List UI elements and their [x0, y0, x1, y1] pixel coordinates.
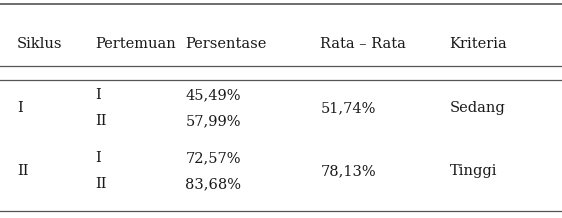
- Text: Sedang: Sedang: [450, 101, 505, 115]
- Text: I: I: [17, 101, 22, 115]
- Text: I: I: [96, 88, 101, 102]
- Text: Rata – Rata: Rata – Rata: [320, 37, 406, 51]
- Text: 83,68%: 83,68%: [185, 177, 242, 191]
- Text: 78,13%: 78,13%: [320, 164, 376, 178]
- Text: II: II: [96, 177, 107, 191]
- Text: Siklus: Siklus: [17, 37, 62, 51]
- Text: II: II: [96, 114, 107, 128]
- Text: 57,99%: 57,99%: [185, 114, 241, 128]
- Text: 72,57%: 72,57%: [185, 151, 241, 165]
- Text: Tinggi: Tinggi: [450, 164, 497, 178]
- Text: Pertemuan: Pertemuan: [96, 37, 176, 51]
- Text: II: II: [17, 164, 28, 178]
- Text: 51,74%: 51,74%: [320, 101, 376, 115]
- Text: Kriteria: Kriteria: [450, 37, 507, 51]
- Text: I: I: [96, 151, 101, 165]
- Text: 45,49%: 45,49%: [185, 88, 241, 102]
- Text: Persentase: Persentase: [185, 37, 267, 51]
